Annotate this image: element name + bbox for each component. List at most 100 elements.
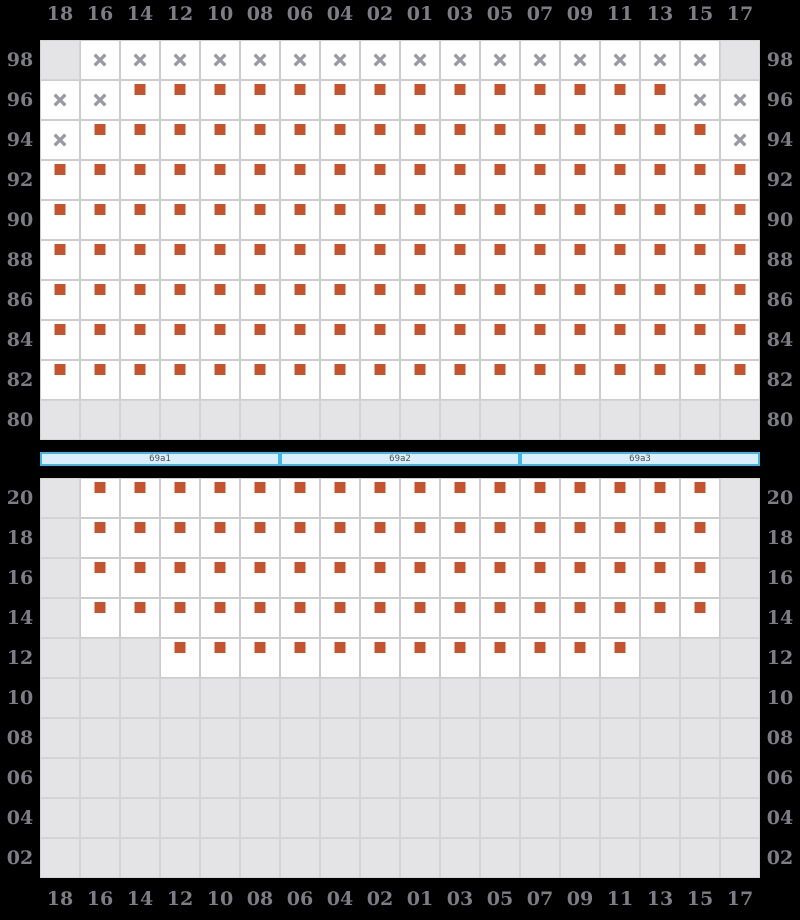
seat-cell[interactable] [400, 280, 440, 320]
seat-cell[interactable] [200, 320, 240, 360]
seat-cell[interactable] [240, 558, 280, 598]
seat-cell[interactable] [240, 240, 280, 280]
seat-cell[interactable] [560, 598, 600, 638]
seat-cell[interactable] [80, 320, 120, 360]
seat-cell[interactable] [680, 160, 720, 200]
seat-cell[interactable] [560, 360, 600, 400]
seat-cell[interactable] [560, 240, 600, 280]
seat-cell[interactable] [680, 598, 720, 638]
seat-cell[interactable] [200, 120, 240, 160]
seat-cell[interactable] [240, 200, 280, 240]
seat-cell[interactable] [240, 120, 280, 160]
seat-cell[interactable] [120, 478, 160, 518]
seat-cell[interactable] [640, 598, 680, 638]
seat-cell[interactable] [240, 478, 280, 518]
seat-cell[interactable] [120, 558, 160, 598]
seat-cell[interactable] [480, 558, 520, 598]
seat-cell[interactable] [480, 638, 520, 678]
seat-cell[interactable] [480, 320, 520, 360]
seat-cell[interactable] [680, 120, 720, 160]
seat-cell[interactable] [280, 160, 320, 200]
seat-cell[interactable] [320, 320, 360, 360]
seat-cell[interactable] [640, 280, 680, 320]
seat-cell[interactable] [400, 160, 440, 200]
seat-cell[interactable] [520, 478, 560, 518]
seat-cell[interactable] [200, 280, 240, 320]
seat-cell[interactable] [720, 320, 760, 360]
seat-cell[interactable] [520, 240, 560, 280]
seat-cell[interactable] [80, 518, 120, 558]
seat-cell[interactable] [280, 240, 320, 280]
seat-cell[interactable] [560, 120, 600, 160]
seat-cell[interactable] [320, 638, 360, 678]
seat-cell[interactable] [320, 558, 360, 598]
seat-cell[interactable] [240, 518, 280, 558]
seat-cell[interactable] [320, 240, 360, 280]
seat-cell[interactable] [120, 160, 160, 200]
seat-cell[interactable] [280, 478, 320, 518]
seat-cell[interactable] [160, 200, 200, 240]
seat-cell[interactable] [280, 638, 320, 678]
seat-cell[interactable] [560, 200, 600, 240]
seat-cell[interactable] [520, 80, 560, 120]
seat-cell[interactable] [520, 320, 560, 360]
seat-cell[interactable] [280, 360, 320, 400]
seat-cell[interactable] [160, 80, 200, 120]
seat-cell[interactable] [160, 518, 200, 558]
seat-cell[interactable] [360, 280, 400, 320]
seat-cell[interactable] [240, 638, 280, 678]
seat-cell[interactable] [680, 200, 720, 240]
seat-cell[interactable] [440, 478, 480, 518]
seat-cell[interactable] [720, 280, 760, 320]
seat-cell[interactable] [680, 280, 720, 320]
seat-cell[interactable] [440, 558, 480, 598]
seat-cell[interactable] [360, 638, 400, 678]
seat-cell[interactable] [480, 80, 520, 120]
seat-cell[interactable] [480, 120, 520, 160]
seat-cell[interactable] [520, 160, 560, 200]
seat-cell[interactable] [600, 320, 640, 360]
seat-cell[interactable] [440, 80, 480, 120]
seat-cell[interactable] [120, 280, 160, 320]
seat-cell[interactable] [720, 360, 760, 400]
seat-cell[interactable] [680, 478, 720, 518]
seat-cell[interactable] [80, 120, 120, 160]
seat-cell[interactable] [680, 558, 720, 598]
seat-cell[interactable] [560, 518, 600, 558]
seat-cell[interactable] [640, 200, 680, 240]
seat-cell[interactable] [400, 320, 440, 360]
seat-cell[interactable] [400, 200, 440, 240]
seat-cell[interactable] [560, 160, 600, 200]
seat-cell[interactable] [280, 200, 320, 240]
seat-cell[interactable] [600, 518, 640, 558]
seat-cell[interactable] [360, 160, 400, 200]
seat-cell[interactable] [280, 598, 320, 638]
seat-cell[interactable] [480, 518, 520, 558]
seat-cell[interactable] [120, 360, 160, 400]
seat-cell[interactable] [400, 558, 440, 598]
seat-cell[interactable] [40, 280, 80, 320]
seat-cell[interactable] [160, 280, 200, 320]
seat-cell[interactable] [640, 160, 680, 200]
seat-cell[interactable] [400, 598, 440, 638]
seat-cell[interactable] [640, 558, 680, 598]
seat-cell[interactable] [600, 638, 640, 678]
seat-cell[interactable] [400, 240, 440, 280]
seat-cell[interactable] [40, 360, 80, 400]
seat-cell[interactable] [280, 120, 320, 160]
seat-cell[interactable] [720, 200, 760, 240]
seat-cell[interactable] [280, 320, 320, 360]
seat-cell[interactable] [80, 558, 120, 598]
seat-cell[interactable] [520, 280, 560, 320]
seat-cell[interactable] [520, 360, 560, 400]
seat-cell[interactable] [480, 360, 520, 400]
seat-cell[interactable] [440, 598, 480, 638]
seat-cell[interactable] [360, 200, 400, 240]
seat-cell[interactable] [320, 478, 360, 518]
seat-cell[interactable] [40, 200, 80, 240]
seat-cell[interactable] [600, 558, 640, 598]
seat-cell[interactable] [400, 80, 440, 120]
seat-cell[interactable] [360, 120, 400, 160]
seat-cell[interactable] [480, 280, 520, 320]
seat-cell[interactable] [600, 360, 640, 400]
